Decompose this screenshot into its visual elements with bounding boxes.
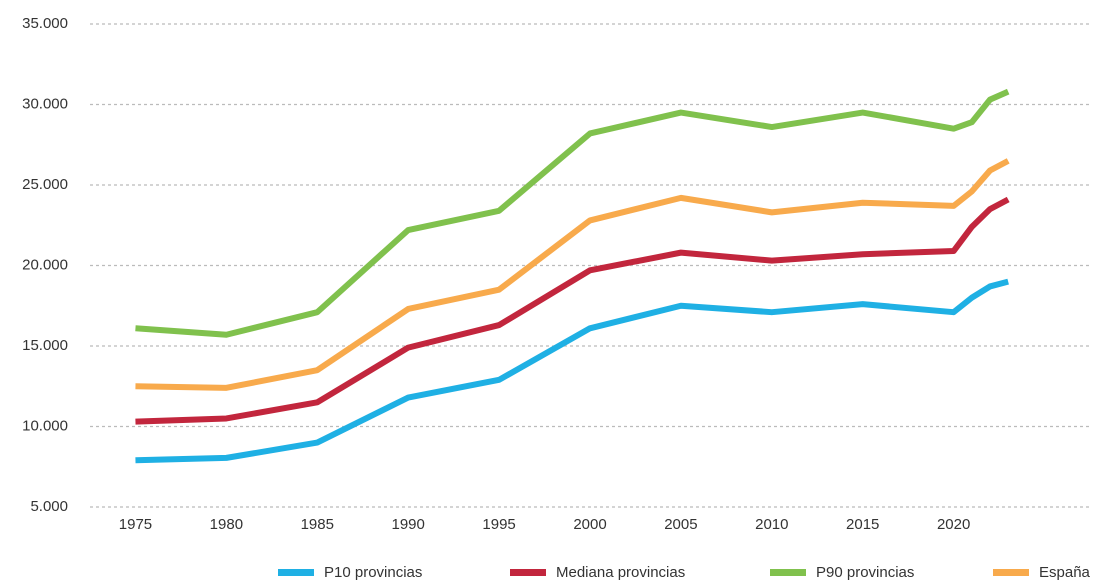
legend-label: P90 provincias bbox=[816, 564, 914, 581]
x-tick-label: 2000 bbox=[573, 516, 606, 533]
line-series bbox=[135, 196, 1010, 425]
legend-label: P10 provincias bbox=[324, 564, 422, 581]
x-tick-label: 2010 bbox=[755, 516, 788, 533]
x-tick-label: 1985 bbox=[301, 516, 334, 533]
x-tick-label: 2020 bbox=[937, 516, 970, 533]
line-series bbox=[135, 88, 1010, 338]
y-tick-label: 20.000 bbox=[22, 256, 68, 273]
x-tick-label: 2015 bbox=[846, 516, 879, 533]
line-series bbox=[135, 158, 1010, 391]
y-tick-label: 25.000 bbox=[22, 176, 68, 193]
legend-swatch bbox=[770, 569, 806, 576]
legend-swatch bbox=[510, 569, 546, 576]
legend-swatch bbox=[993, 569, 1029, 576]
y-tick-label: 10.000 bbox=[22, 417, 68, 434]
y-tick-label: 30.000 bbox=[22, 95, 68, 112]
x-tick-label: 1980 bbox=[210, 516, 243, 533]
legend-label: Mediana provincias bbox=[556, 564, 685, 581]
x-tick-label: 2005 bbox=[664, 516, 697, 533]
legend-swatch bbox=[278, 569, 314, 576]
y-tick-label: 35.000 bbox=[22, 15, 68, 32]
y-tick-label: 5.000 bbox=[30, 498, 68, 515]
legend-label: España bbox=[1039, 564, 1091, 581]
y-tick-label: 15.000 bbox=[22, 337, 68, 354]
x-tick-label: 1990 bbox=[391, 516, 424, 533]
x-tick-label: 1995 bbox=[482, 516, 515, 533]
x-tick-label: 1975 bbox=[119, 516, 152, 533]
line-series bbox=[135, 278, 1009, 464]
